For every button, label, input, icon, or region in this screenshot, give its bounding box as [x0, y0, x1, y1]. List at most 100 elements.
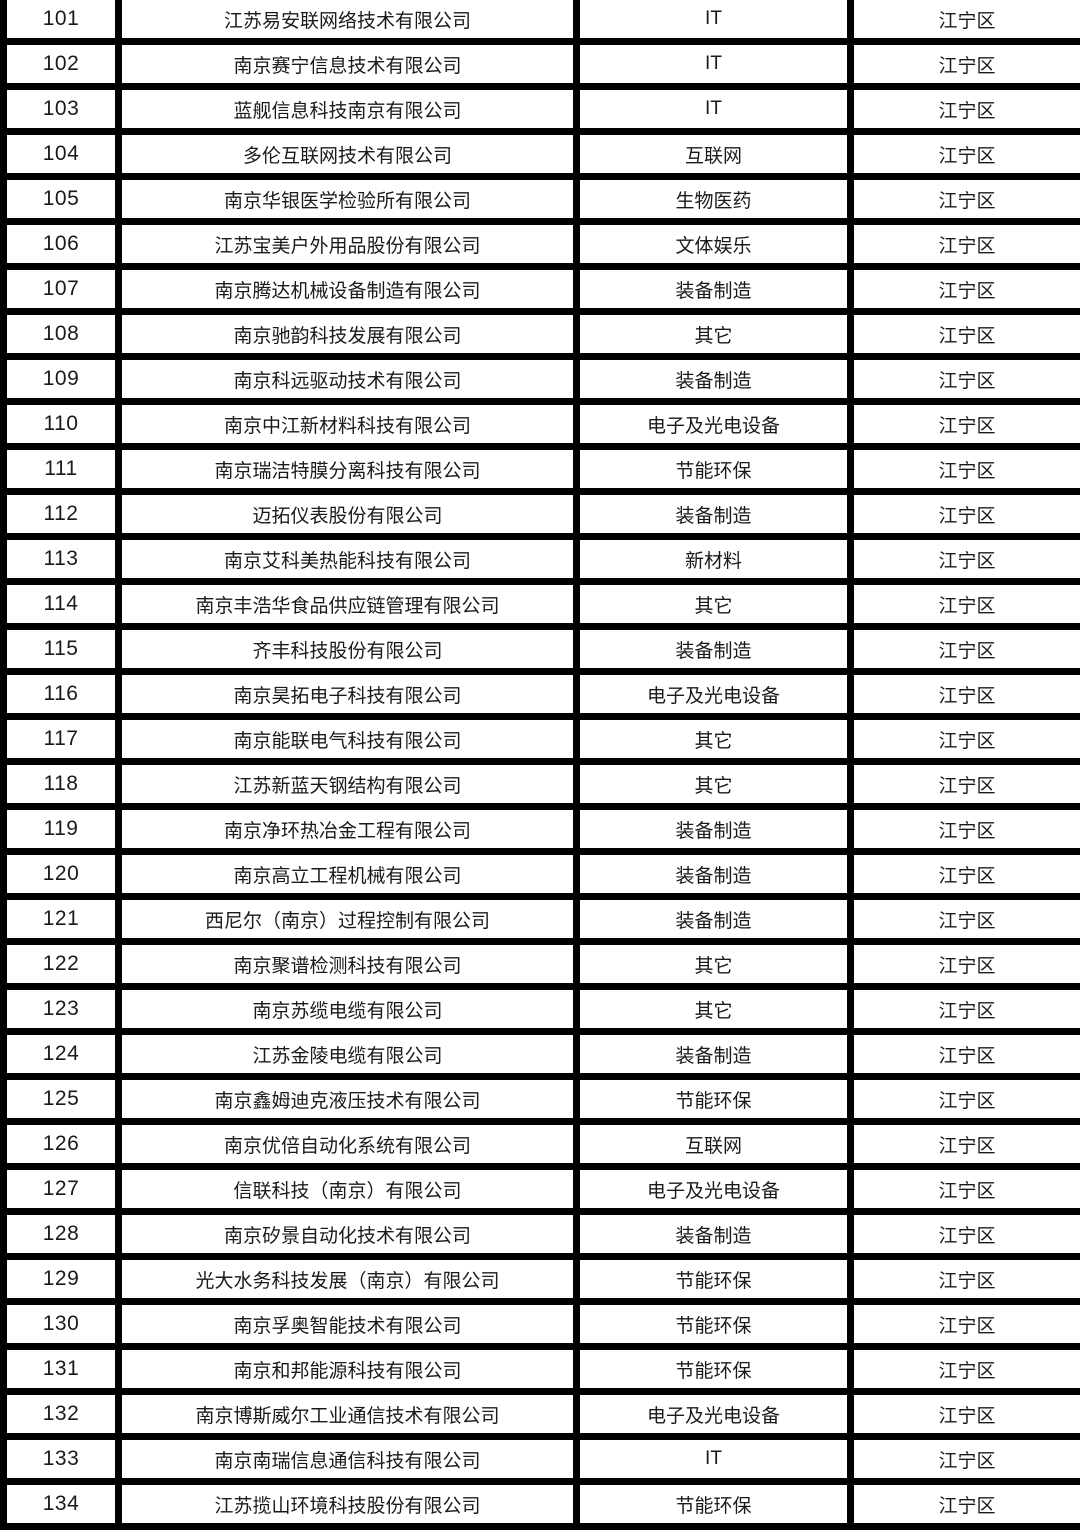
table-row: 104 多伦互联网技术有限公司 互联网 江宁区 [0, 128, 1080, 180]
row-number-cell: 107 [0, 263, 122, 315]
industry-label: 装备制造 [675, 910, 752, 932]
district-cell: 江宁区 [847, 983, 1080, 1035]
district-label: 江宁区 [938, 100, 996, 122]
row-number-cell: 115 [0, 623, 122, 675]
district-cell: 江宁区 [847, 803, 1080, 855]
company-name: 信联科技（南京）有限公司 [233, 1180, 462, 1202]
row-number: 113 [43, 547, 79, 570]
district-label: 江宁区 [938, 820, 996, 842]
table-row: 110 南京中江新材料科技有限公司 电子及光电设备 江宁区 [0, 398, 1080, 450]
row-number: 122 [42, 952, 80, 975]
table-row: 105 南京华银医学检验所有限公司 生物医药 江宁区 [0, 173, 1080, 225]
table-row: 121 西尼尔（南京）过程控制有限公司 装备制造 江宁区 [0, 893, 1080, 945]
district-cell: 江宁区 [847, 0, 1080, 45]
row-number: 120 [42, 862, 80, 885]
district-label: 江宁区 [938, 1135, 996, 1157]
industry-label: 其它 [694, 775, 733, 797]
company-name: 南京苏缆电缆有限公司 [252, 1000, 443, 1022]
district-cell: 江宁区 [847, 83, 1080, 135]
district-cell: 江宁区 [847, 533, 1080, 585]
company-name-cell: 南京驰韵科技发展有限公司 [115, 308, 580, 360]
row-number-cell: 119 [0, 803, 122, 855]
industry-label: 文体娱乐 [675, 235, 752, 257]
company-name-cell: 南京赛宁信息技术有限公司 [115, 38, 580, 90]
district-label: 江宁区 [938, 1405, 996, 1427]
industry-label: 其它 [694, 730, 733, 752]
company-name: 南京孚奥智能技术有限公司 [233, 1315, 462, 1337]
table-row: 114 南京丰浩华食品供应链管理有限公司 其它 江宁区 [0, 578, 1080, 630]
district-label: 江宁区 [938, 190, 996, 212]
district-label: 江宁区 [938, 280, 996, 302]
district-label: 江宁区 [938, 685, 996, 707]
company-name: 南京中江新材料科技有限公司 [223, 415, 471, 437]
industry-label: 其它 [694, 595, 733, 617]
industry-cell: IT [573, 38, 854, 90]
district-label: 江宁区 [938, 55, 996, 77]
company-name: 南京矽景自动化技术有限公司 [223, 1225, 471, 1247]
company-name-cell: 南京孚奥智能技术有限公司 [115, 1298, 580, 1350]
industry-cell: 装备制造 [573, 488, 854, 540]
row-number: 108 [42, 322, 80, 345]
industry-cell: 电子及光电设备 [573, 668, 854, 720]
industry-label: 新材料 [684, 550, 742, 572]
company-name-cell: 南京腾达机械设备制造有限公司 [115, 263, 580, 315]
district-cell: 江宁区 [847, 938, 1080, 990]
industry-label: 生物医药 [675, 190, 752, 212]
company-name: 南京高立工程机械有限公司 [233, 865, 462, 887]
table-row: 108 南京驰韵科技发展有限公司 其它 江宁区 [0, 308, 1080, 360]
industry-cell: 节能环保 [573, 1253, 854, 1305]
table-row: 124 江苏金陵电缆有限公司 装备制造 江宁区 [0, 1028, 1080, 1080]
industry-cell: 互联网 [573, 1118, 854, 1170]
row-number: 124 [42, 1042, 80, 1065]
district-cell: 江宁区 [847, 1208, 1080, 1260]
table-row: 130 南京孚奥智能技术有限公司 节能环保 江宁区 [0, 1298, 1080, 1350]
row-number-cell: 118 [0, 758, 122, 810]
district-cell: 江宁区 [847, 1118, 1080, 1170]
company-name: 南京净环热冶金工程有限公司 [223, 820, 471, 842]
industry-label: 节能环保 [675, 1315, 752, 1337]
district-cell: 江宁区 [847, 1298, 1080, 1350]
district-cell: 江宁区 [847, 713, 1080, 765]
industry-cell: 其它 [573, 938, 854, 990]
company-name: 光大水务科技发展（南京）有限公司 [195, 1270, 500, 1292]
row-number: 129 [42, 1267, 80, 1290]
company-name-cell: 信联科技（南京）有限公司 [115, 1163, 580, 1215]
industry-cell: 其它 [573, 713, 854, 765]
district-label: 江宁区 [938, 415, 996, 437]
table-row: 131 南京和邦能源科技有限公司 节能环保 江宁区 [0, 1343, 1080, 1395]
industry-cell: IT [573, 83, 854, 135]
company-name: 南京聚谱检测科技有限公司 [233, 955, 462, 977]
company-name-cell: 江苏宝美户外用品股份有限公司 [115, 218, 580, 270]
industry-cell: 其它 [573, 308, 854, 360]
row-number: 121 [42, 907, 80, 930]
table-row: 113 南京艾科美热能科技有限公司 新材料 江宁区 [0, 533, 1080, 585]
company-name-cell: 南京科远驱动技术有限公司 [115, 353, 580, 405]
row-number-cell: 101 [0, 0, 122, 45]
row-number-cell: 106 [0, 218, 122, 270]
industry-cell: 电子及光电设备 [573, 1163, 854, 1215]
row-number-cell: 134 [0, 1478, 122, 1530]
industry-label: 节能环保 [675, 1270, 752, 1292]
row-number-cell: 123 [0, 983, 122, 1035]
row-number: 103 [42, 97, 80, 120]
company-name: 江苏新蓝天钢结构有限公司 [233, 775, 462, 797]
company-name: 南京优倍自动化系统有限公司 [223, 1135, 471, 1157]
company-name: 南京赛宁信息技术有限公司 [233, 55, 462, 77]
table-row: 128 南京矽景自动化技术有限公司 装备制造 江宁区 [0, 1208, 1080, 1260]
district-cell: 江宁区 [847, 353, 1080, 405]
district-label: 江宁区 [938, 1000, 996, 1022]
company-name: 蓝舰信息科技南京有限公司 [233, 100, 462, 122]
row-number: 110 [43, 412, 79, 435]
district-label: 江宁区 [938, 595, 996, 617]
row-number: 102 [42, 52, 80, 75]
table-row: 109 南京科远驱动技术有限公司 装备制造 江宁区 [0, 353, 1080, 405]
district-label: 江宁区 [938, 550, 996, 572]
company-name-cell: 南京丰浩华食品供应链管理有限公司 [115, 578, 580, 630]
row-number-cell: 110 [0, 398, 122, 450]
row-number-cell: 125 [0, 1073, 122, 1125]
industry-cell: 节能环保 [573, 1343, 854, 1395]
industry-cell: 装备制造 [573, 893, 854, 945]
industry-label: 节能环保 [675, 1360, 752, 1382]
